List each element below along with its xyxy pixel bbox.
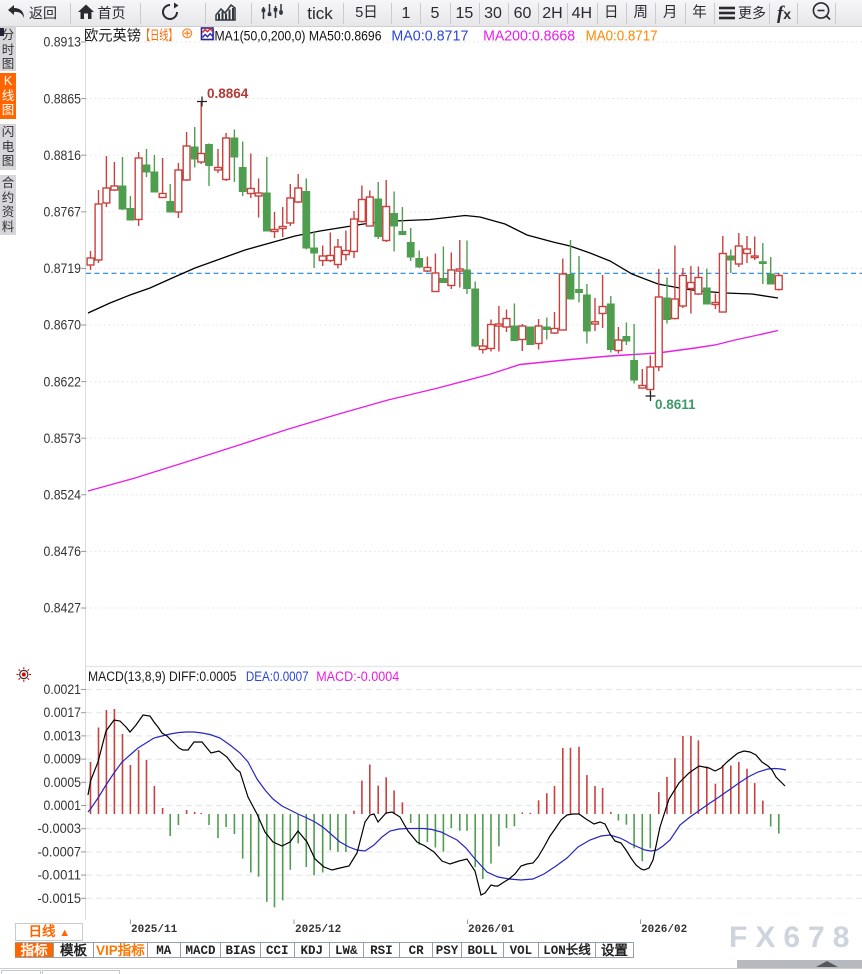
svg-text:0.0017: 0.0017 <box>44 705 82 720</box>
svg-text:0.8719: 0.8719 <box>44 261 82 276</box>
svg-text:DEA:0.0007: DEA:0.0007 <box>246 669 309 684</box>
svg-text:MA200:0.8668: MA200:0.8668 <box>483 29 575 45</box>
svg-text:0.0021: 0.0021 <box>44 682 82 697</box>
svg-text:MA0:0.8717: MA0:0.8717 <box>391 29 468 45</box>
svg-text:MACD(13,8,9) DIFF:0.0005: MACD(13,8,9) DIFF:0.0005 <box>88 669 237 684</box>
svg-text:0.8767: 0.8767 <box>44 205 82 220</box>
svg-text:-0.0015: -0.0015 <box>38 891 82 906</box>
svg-text:0.8573: 0.8573 <box>44 431 82 446</box>
svg-text:MA1(50,0,200,0) MA50:0.8696: MA1(50,0,200,0) MA50:0.8696 <box>215 28 382 44</box>
svg-text:【日线】: 【日线】 <box>141 28 178 43</box>
svg-text:0.0013: 0.0013 <box>44 728 82 743</box>
svg-text:欧元英镑: 欧元英镑 <box>84 27 141 45</box>
svg-text:-0.0003: -0.0003 <box>38 821 82 836</box>
svg-text:0.8816: 0.8816 <box>44 148 82 163</box>
svg-text:0.8670: 0.8670 <box>44 318 82 333</box>
svg-text:0.8524: 0.8524 <box>44 488 82 503</box>
svg-text:-0.0011: -0.0011 <box>38 868 82 883</box>
svg-text:0.8611: 0.8611 <box>655 397 696 412</box>
svg-text:0.8913: 0.8913 <box>44 35 82 50</box>
svg-text:0.8864: 0.8864 <box>207 86 249 101</box>
svg-text:MACD:-0.0004: MACD:-0.0004 <box>316 669 399 684</box>
svg-text:0.8427: 0.8427 <box>44 601 82 616</box>
svg-text:-0.0007: -0.0007 <box>38 844 82 859</box>
svg-text:0.0009: 0.0009 <box>44 752 82 767</box>
svg-text:MA0:0.8717: MA0:0.8717 <box>586 29 658 45</box>
svg-text:0.8476: 0.8476 <box>44 544 82 559</box>
svg-text:0.0001: 0.0001 <box>44 798 82 813</box>
svg-text:0.8865: 0.8865 <box>44 91 82 106</box>
svg-text:0.8622: 0.8622 <box>44 374 82 389</box>
svg-text:0.0005: 0.0005 <box>44 775 82 790</box>
